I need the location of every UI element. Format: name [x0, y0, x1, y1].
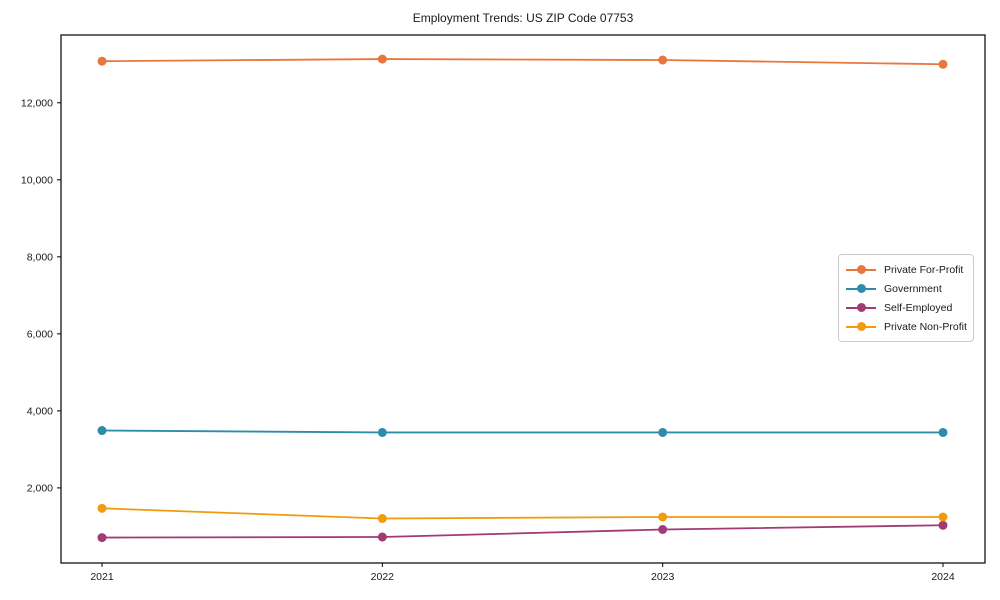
legend-line-marker-icon: [846, 303, 876, 312]
series-line-private-for-profit: [101, 58, 944, 66]
legend-line-marker-icon: [846, 265, 876, 274]
data-point-government: [377, 427, 387, 437]
data-point-private-non-profit: [377, 514, 387, 524]
legend-dot: [856, 284, 866, 293]
data-point-self-employed: [377, 532, 387, 542]
data-point-government: [938, 427, 948, 437]
data-point-self-employed: [658, 524, 668, 534]
data-point-private-for-profit: [658, 55, 668, 65]
data-point-self-employed: [97, 533, 107, 543]
data-point-private-for-profit: [97, 56, 107, 66]
legend-item-private-non-profit: Private Non-Profit: [846, 317, 967, 336]
chart-title: Employment Trends: US ZIP Code 07753: [412, 11, 634, 25]
data-point-self-employed: [938, 520, 948, 530]
legend-line-marker-icon: [846, 322, 876, 331]
y-tick-label: 4,000: [27, 405, 53, 417]
legend-label: Self-Employed: [884, 301, 953, 314]
legend-line-marker-icon: [846, 284, 876, 293]
series-line-self-employed: [101, 524, 944, 539]
legend-dot: [856, 303, 866, 312]
series-line-government: [101, 429, 943, 434]
data-point-private-non-profit: [97, 503, 107, 513]
legend-label: Private For-Profit: [884, 263, 964, 276]
data-point-private-non-profit: [938, 512, 948, 522]
legend-dot: [856, 322, 866, 331]
legend-item-private-for-profit: Private For-Profit: [846, 260, 967, 279]
plot-frame: [60, 34, 986, 564]
data-point-private-non-profit: [658, 512, 668, 522]
data-point-government: [658, 427, 668, 437]
legend-item-government: Government: [846, 279, 967, 298]
data-point-private-for-profit: [377, 54, 387, 64]
y-tick-label: 6,000: [27, 328, 53, 340]
x-tick-label: 2023: [651, 571, 675, 583]
legend-label: Government: [884, 282, 942, 295]
x-tick-label: 2022: [371, 571, 395, 583]
data-point-government: [97, 426, 107, 436]
legend-dot: [856, 265, 866, 274]
y-tick-label: 8,000: [27, 251, 53, 263]
y-tick-label: 2,000: [27, 482, 53, 494]
series-line-private-non-profit: [101, 507, 943, 520]
legend: Private For-Profit Government Self-Employe…: [838, 254, 974, 342]
data-point-private-for-profit: [938, 59, 948, 69]
x-tick-label: 2024: [931, 571, 955, 583]
x-tick-label: 2021: [90, 571, 114, 583]
y-tick-label: 10,000: [21, 174, 53, 186]
y-tick-label: 12,000: [21, 97, 53, 109]
legend-item-self-employed: Self-Employed: [846, 298, 967, 317]
legend-label: Private Non-Profit: [884, 320, 967, 333]
